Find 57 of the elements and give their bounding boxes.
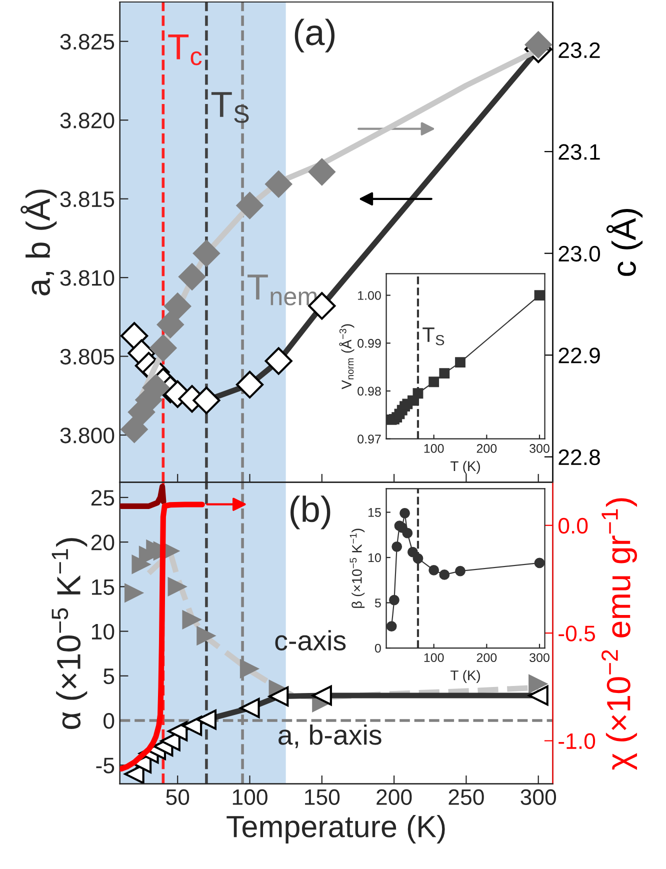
- y-tick-label: -5: [96, 758, 114, 774]
- x-tick-label: 200: [476, 444, 497, 453]
- annotation: a, b-axis: [278, 724, 382, 748]
- y2-tick-label: 23.0: [558, 246, 600, 262]
- x-tick-label: 300: [520, 789, 556, 806]
- annotation: (b): [290, 496, 330, 530]
- x-axis-title: T (K): [450, 670, 480, 684]
- y2-tick-label: -0.5: [558, 626, 595, 642]
- ref-line-label: T$_{S}$: [422, 327, 444, 346]
- y-axis-title: α (×10$^{−5}$ K$^{−1}$): [52, 538, 88, 729]
- annotation: c-axis: [275, 630, 346, 650]
- y-axis-title: a, b (Å): [20, 190, 57, 296]
- y-tick-label: 3.810: [60, 270, 114, 286]
- x-tick-label: 100: [424, 444, 444, 453]
- x-tick-label: 100: [424, 653, 444, 662]
- y2-tick-label: 23.1: [558, 144, 600, 160]
- x-tick-label: 100: [232, 789, 268, 806]
- x-tick-label: 200: [376, 789, 412, 806]
- x-tick-label: 50: [166, 789, 190, 806]
- x-tick-label: 150: [305, 789, 340, 806]
- y2-tick-label: 0.0: [558, 518, 588, 534]
- x-tick-label: 300: [530, 444, 550, 453]
- y-tick-label: 10: [92, 624, 114, 640]
- y-tick-label: 5: [104, 668, 114, 684]
- annotation: (a): [294, 18, 335, 52]
- y-tick-label: 25: [91, 490, 114, 506]
- y-axis-title: β (×10$^{−5}$ K$^{−1}$): [350, 528, 365, 608]
- y2-axis-title: c (Å): [606, 209, 643, 276]
- y2-tick-label: -1.0: [558, 733, 596, 750]
- y-tick-label: 5: [374, 598, 381, 608]
- y-tick-label: 20: [91, 534, 114, 550]
- y-tick-label: 15: [368, 508, 381, 517]
- x-tick-label: 250: [448, 789, 484, 806]
- ref-line-label: T$_{c}$: [168, 34, 202, 66]
- y-tick-label: 0.97: [358, 434, 381, 444]
- x-axis-title: Temperature (K): [226, 814, 445, 844]
- y-tick-label: 0: [374, 644, 381, 653]
- y-tick-label: 1.00: [358, 291, 381, 300]
- y-tick-label: 15: [92, 579, 114, 595]
- y-tick-label: 0: [104, 713, 114, 729]
- x-tick-label: 300: [530, 653, 550, 662]
- y-tick-label: 3.805: [60, 348, 114, 365]
- ref-line-label: T$_{S}$: [211, 92, 249, 123]
- y-tick-label: 3.820: [60, 112, 114, 128]
- y-tick-label: 10: [368, 553, 381, 562]
- y-tick-label: 0.99: [358, 338, 381, 348]
- y2-axis-title: χ (×10$^{−2}$ emu gr$^{−1}$): [601, 498, 638, 770]
- y-tick-label: 0.98: [358, 386, 381, 396]
- x-tick-label: 200: [476, 653, 497, 662]
- y2-tick-label: 23.2: [558, 42, 600, 58]
- y-tick-label: 3.825: [60, 34, 114, 50]
- y2-tick-label: 22.9: [558, 348, 600, 364]
- x-axis-title: T (K): [450, 460, 480, 474]
- y-tick-label: 3.800: [60, 428, 114, 444]
- y-axis-title: V$_{norm}$ (Å$^{−3}$): [339, 324, 354, 390]
- y2-tick-label: 22.8: [558, 449, 600, 466]
- y-tick-label: 3.815: [60, 191, 114, 208]
